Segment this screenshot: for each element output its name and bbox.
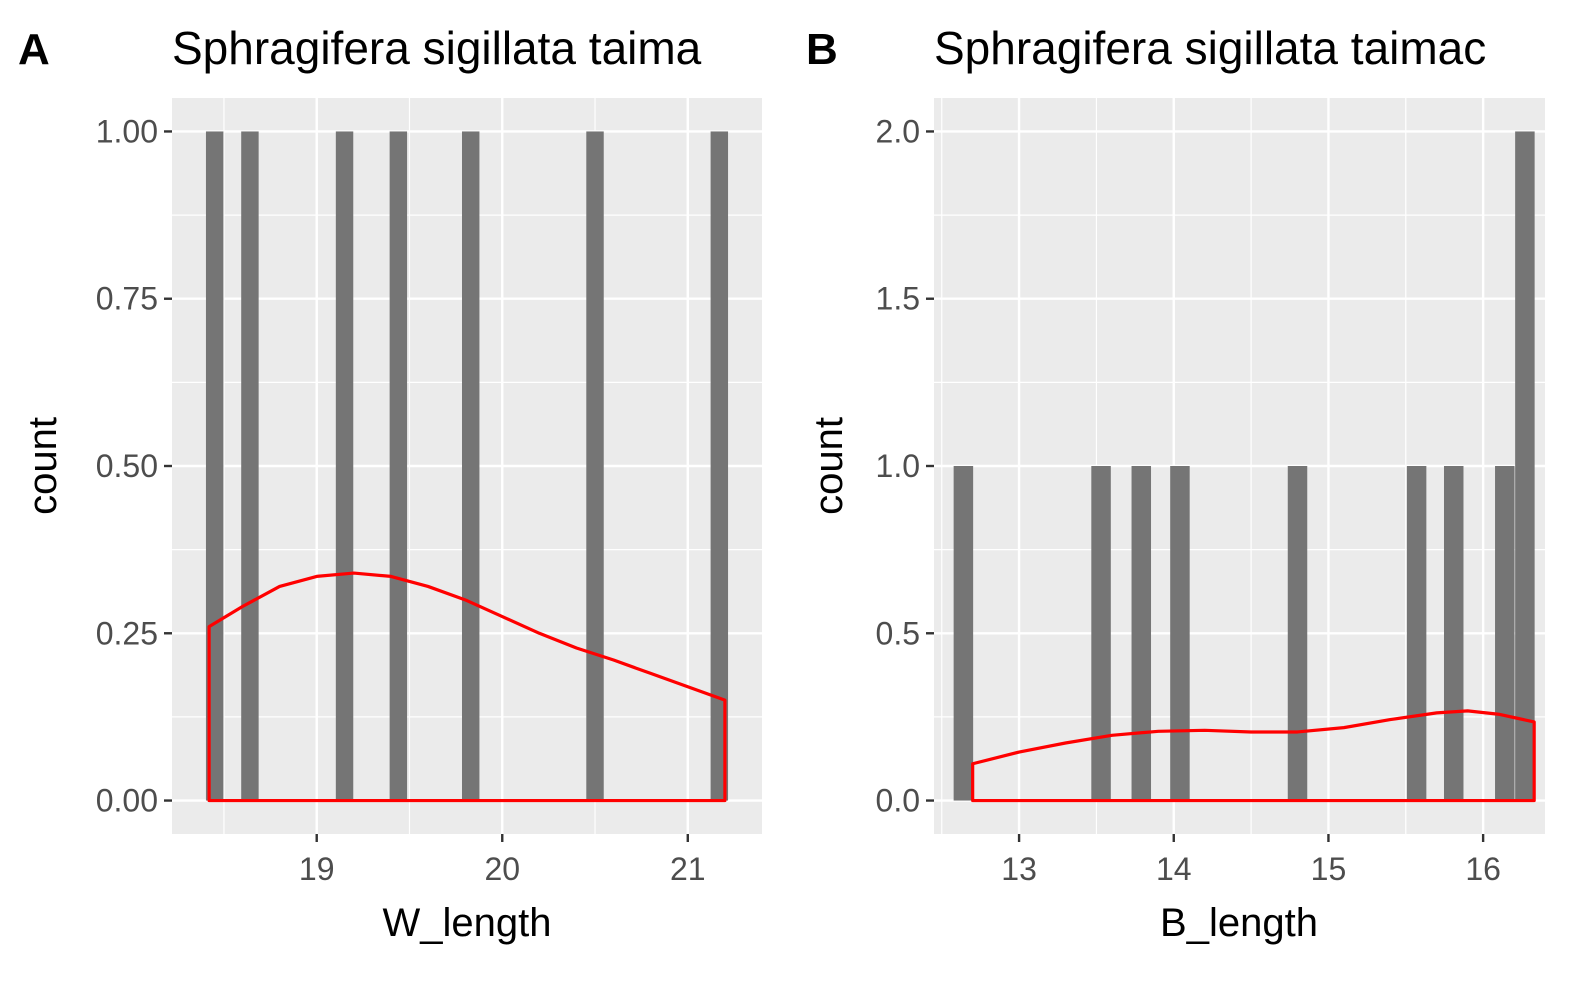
panel-a: A Sphragifera sigillata taima 0.000.250.…	[18, 22, 762, 945]
panel-a-bar-3	[335, 131, 354, 801]
panel-a-x-tick-label: 21	[670, 851, 706, 887]
panel-b-y-tick-label: 1.0	[876, 448, 920, 484]
panel-a-x-axis-title: W_length	[383, 901, 552, 945]
panel-a-y-tick-label: 0.50	[96, 448, 158, 484]
panel-b-bar-9	[1515, 131, 1535, 801]
panel-a-y-tick-label: 0.25	[96, 615, 158, 651]
panel-b-bar-1	[953, 466, 974, 801]
panel-b-y-tick-label: 1.5	[876, 281, 920, 317]
panel-b-x-tick-label: 13	[1001, 851, 1037, 887]
panel-b-bar-5	[1287, 466, 1308, 801]
panel-b-density	[971, 709, 1536, 803]
panel-a-y-tick-label: 0.75	[96, 281, 158, 317]
panel-a-y-axis: 0.00 0.25 0.50 0.75 1.00	[96, 113, 172, 819]
panel-a-bars	[205, 131, 729, 801]
panel-b-y-axis-title: count	[807, 417, 851, 515]
panel-b-y-tick-label: 0.5	[876, 615, 920, 651]
panel-a-y-tick-label: 1.00	[96, 113, 158, 149]
panel-b-x-tick-label: 15	[1311, 851, 1347, 887]
panel-a-density	[207, 571, 727, 803]
panel-b-bar-4	[1170, 466, 1190, 801]
panel-a-x-axis: 19 20 21	[299, 834, 706, 887]
panel-a-title: Sphragifera sigillata taima	[172, 22, 702, 74]
panel-b-letter: B	[806, 25, 838, 74]
panel-a-bar-2	[241, 131, 259, 801]
panel-a-bar-7	[710, 131, 729, 801]
panel-a-x-tick-label: 20	[484, 851, 520, 887]
panel-b: B Sphragifera sigillata taimac 0.0 0.5 1.0…	[806, 22, 1545, 945]
panel-b-bar-7	[1443, 466, 1464, 801]
panel-a-y-axis-title: count	[21, 417, 65, 515]
panel-b-bar-6	[1406, 466, 1427, 801]
panel-b-bar-8	[1495, 466, 1515, 801]
panel-b-title: Sphragifera sigillata taimac	[934, 22, 1486, 74]
panel-a-bar-4	[389, 131, 408, 801]
panel-a-x-tick-label: 19	[299, 851, 335, 887]
panel-a-y-tick-label: 0.00	[96, 783, 158, 819]
panel-a-bar-5	[461, 131, 480, 801]
panel-b-y-tick-label: 2.0	[876, 113, 920, 149]
panel-b-bar-3	[1131, 466, 1152, 801]
panel-b-x-axis-title: B_length	[1160, 901, 1318, 945]
panel-b-y-tick-label: 0.0	[876, 783, 920, 819]
panel-b-y-axis: 0.0 0.5 1.0 1.5 2.0	[876, 113, 934, 819]
panel-b-bar-2	[1091, 466, 1111, 801]
panel-a-density-curve	[207, 571, 727, 803]
panel-a-bar-6	[586, 131, 604, 801]
panel-b-x-tick-label: 16	[1465, 851, 1501, 887]
panel-b-density-curve	[971, 709, 1536, 803]
panel-a-letter: A	[18, 25, 50, 74]
panel-b-x-tick-label: 14	[1156, 851, 1192, 887]
panel-b-x-axis: 13 14 15 16	[1001, 834, 1501, 887]
